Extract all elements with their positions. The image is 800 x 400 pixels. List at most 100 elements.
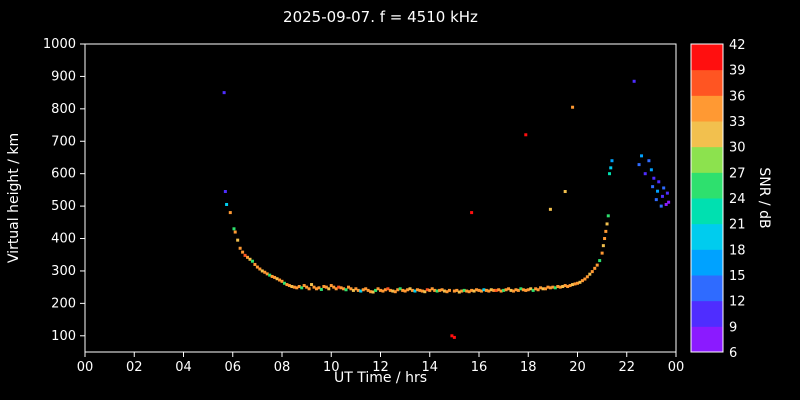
data-point [588,272,592,276]
data-point [452,335,456,339]
colorbar-tick-label: 6 [729,346,737,361]
data-point [420,289,424,293]
data-point [223,190,227,194]
data-point [543,287,547,291]
data-point [433,288,437,292]
axes-frame [84,43,677,353]
data-point [656,189,660,193]
data-point [396,288,400,292]
x-tick-label: 16 [471,360,488,375]
data-point [287,284,291,288]
data-point [509,288,513,292]
data-point [556,285,560,289]
colorbar-segment [691,95,723,122]
colorbar-segment [691,146,723,173]
data-point [482,288,486,292]
data-point [507,287,511,291]
data-point [238,246,242,250]
data-point [258,267,262,271]
data-point [403,289,407,293]
data-point [447,288,451,292]
data-point [494,288,498,292]
data-point [603,237,607,241]
data-point [285,283,289,287]
data-point [637,163,641,167]
data-point [282,281,286,285]
data-point [443,289,447,293]
data-point [295,286,299,290]
colorbar-tick-label: 36 [729,89,746,104]
data-point [460,289,464,293]
data-point [445,290,449,294]
data-point [659,204,663,208]
data-point [571,283,575,287]
data-point [369,290,373,294]
data-point [225,202,229,206]
data-point [280,279,284,283]
data-point [319,287,323,291]
data-point [349,287,353,291]
data-point [376,287,380,291]
data-point [452,289,456,293]
data-point [541,287,545,291]
data-point [423,290,427,294]
data-point [364,287,368,291]
data-point [408,287,412,291]
data-point [307,287,311,291]
data-point [243,253,247,257]
colorbar-segment [691,69,723,96]
data-point [571,105,575,109]
data-point [435,289,439,293]
data-point [511,289,515,293]
data-point [411,288,415,292]
x-tick-label: 00 [668,360,685,375]
data-point [502,288,506,292]
data-point [521,288,525,292]
data-point [551,285,555,289]
x-tick-label: 12 [372,360,389,375]
data-point [487,289,491,293]
data-point [643,172,647,176]
data-point [651,185,655,189]
data-point [662,186,666,190]
data-point [472,289,476,293]
x-tick-label: 14 [421,360,438,375]
data-point [346,285,350,289]
data-point [260,269,264,273]
data-point [647,159,651,163]
data-point [558,285,562,289]
data-point [415,288,419,292]
colorbar-tick-label: 12 [729,295,746,310]
data-point [302,284,306,288]
data-point [457,290,461,294]
data-point [300,286,304,290]
data-point [253,262,257,266]
data-point [514,288,518,292]
data-point [359,289,363,293]
data-point [605,222,609,226]
data-point [273,275,277,279]
data-point [573,282,577,286]
data-point [290,285,294,289]
data-point [455,288,459,292]
data-point [314,287,318,291]
data-point [361,288,365,292]
x-tick-label: 22 [618,360,635,375]
y-tick-label: 300 [51,264,76,279]
data-point [366,288,370,292]
data-point [438,288,442,292]
data-point [388,288,392,292]
colorbar-segment [691,223,723,250]
data-point [228,211,232,215]
colorbar-segment [691,198,723,225]
data-point [270,274,274,278]
data-point [248,257,252,261]
data-point [337,285,341,289]
x-tick-label: 04 [175,360,192,375]
data-point [305,285,309,289]
data-point [640,154,644,158]
colorbar-tick-label: 27 [729,166,746,181]
data-point [381,289,385,293]
data-point [593,266,597,270]
y-tick-label: 600 [51,167,76,182]
